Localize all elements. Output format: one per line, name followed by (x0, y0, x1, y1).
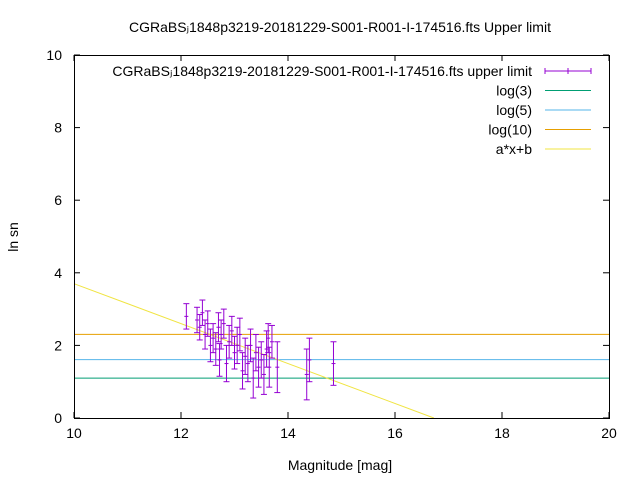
data-point (274, 341, 281, 394)
data-point (260, 353, 267, 395)
data-point (242, 337, 249, 375)
data-point (202, 319, 209, 350)
y-tick-label: 8 (54, 120, 62, 136)
data-point (258, 341, 265, 379)
x-axis-label: Magnitude [mag] (288, 457, 392, 473)
data-point (268, 324, 275, 359)
errorbar-points (183, 299, 337, 401)
legend-label: log(10) (488, 122, 532, 138)
series-lines (73, 283, 609, 419)
legend-entry: a*x+b (496, 141, 591, 157)
x-tick-label: 18 (494, 425, 510, 441)
data-point (239, 352, 246, 390)
data-point (196, 314, 203, 341)
data-point (220, 308, 227, 339)
data-point (234, 326, 241, 365)
y-axis-ticks: 0 2 4 6 8 10 (46, 47, 609, 426)
data-point (183, 303, 190, 330)
data-point (236, 317, 243, 352)
legend-label: log(5) (496, 102, 532, 118)
y-axis-label: ln sn (5, 222, 21, 252)
data-point (204, 310, 211, 337)
data-point (194, 306, 201, 334)
x-axis-ticks: 10 12 14 16 18 20 (66, 55, 617, 441)
fit-line (73, 283, 435, 419)
data-point (231, 335, 238, 370)
data-point (266, 346, 273, 388)
plot-frame (74, 55, 610, 419)
data-point (330, 341, 337, 386)
legend-entry: log(3) (496, 83, 591, 99)
legend-label: a*x+b (496, 141, 532, 157)
x-tick-label: 20 (601, 425, 617, 441)
y-tick-label: 0 (54, 410, 62, 426)
data-point (244, 344, 251, 383)
legend-entry: CGRaBSⱼ1848p3219-20181229-S001-R001-I-17… (112, 63, 592, 79)
legend-label: CGRaBSⱼ1848p3219-20181229-S001-R001-I-17… (112, 63, 532, 79)
data-point (306, 337, 313, 383)
data-point (215, 312, 222, 343)
data-point (265, 323, 272, 354)
legend: CGRaBSⱼ1848p3219-20181229-S001-R001-I-17… (112, 63, 592, 157)
data-point (199, 299, 206, 326)
y-tick-label: 2 (54, 337, 62, 353)
data-point (228, 315, 235, 346)
x-tick-label: 16 (387, 425, 403, 441)
data-point (212, 332, 219, 366)
y-tick-label: 6 (54, 192, 62, 208)
data-point (252, 334, 259, 372)
data-point (218, 319, 225, 350)
data-point (210, 323, 217, 354)
data-point (255, 346, 262, 388)
data-point (247, 328, 254, 363)
y-tick-label: 4 (54, 265, 62, 281)
x-tick-label: 12 (173, 425, 189, 441)
x-tick-label: 14 (280, 425, 296, 441)
legend-entry: log(5) (496, 102, 591, 118)
x-tick-label: 10 (66, 425, 82, 441)
legend-entry: log(10) (488, 122, 591, 138)
y-tick-label: 10 (46, 47, 62, 63)
data-point (303, 348, 310, 401)
data-point (223, 344, 230, 383)
chart-title: CGRaBSⱼ1848p3219-20181229-S001-R001-I-17… (129, 19, 551, 35)
legend-label: log(3) (496, 83, 532, 99)
data-point (226, 324, 233, 359)
data-point (250, 357, 257, 399)
data-point (207, 328, 214, 363)
